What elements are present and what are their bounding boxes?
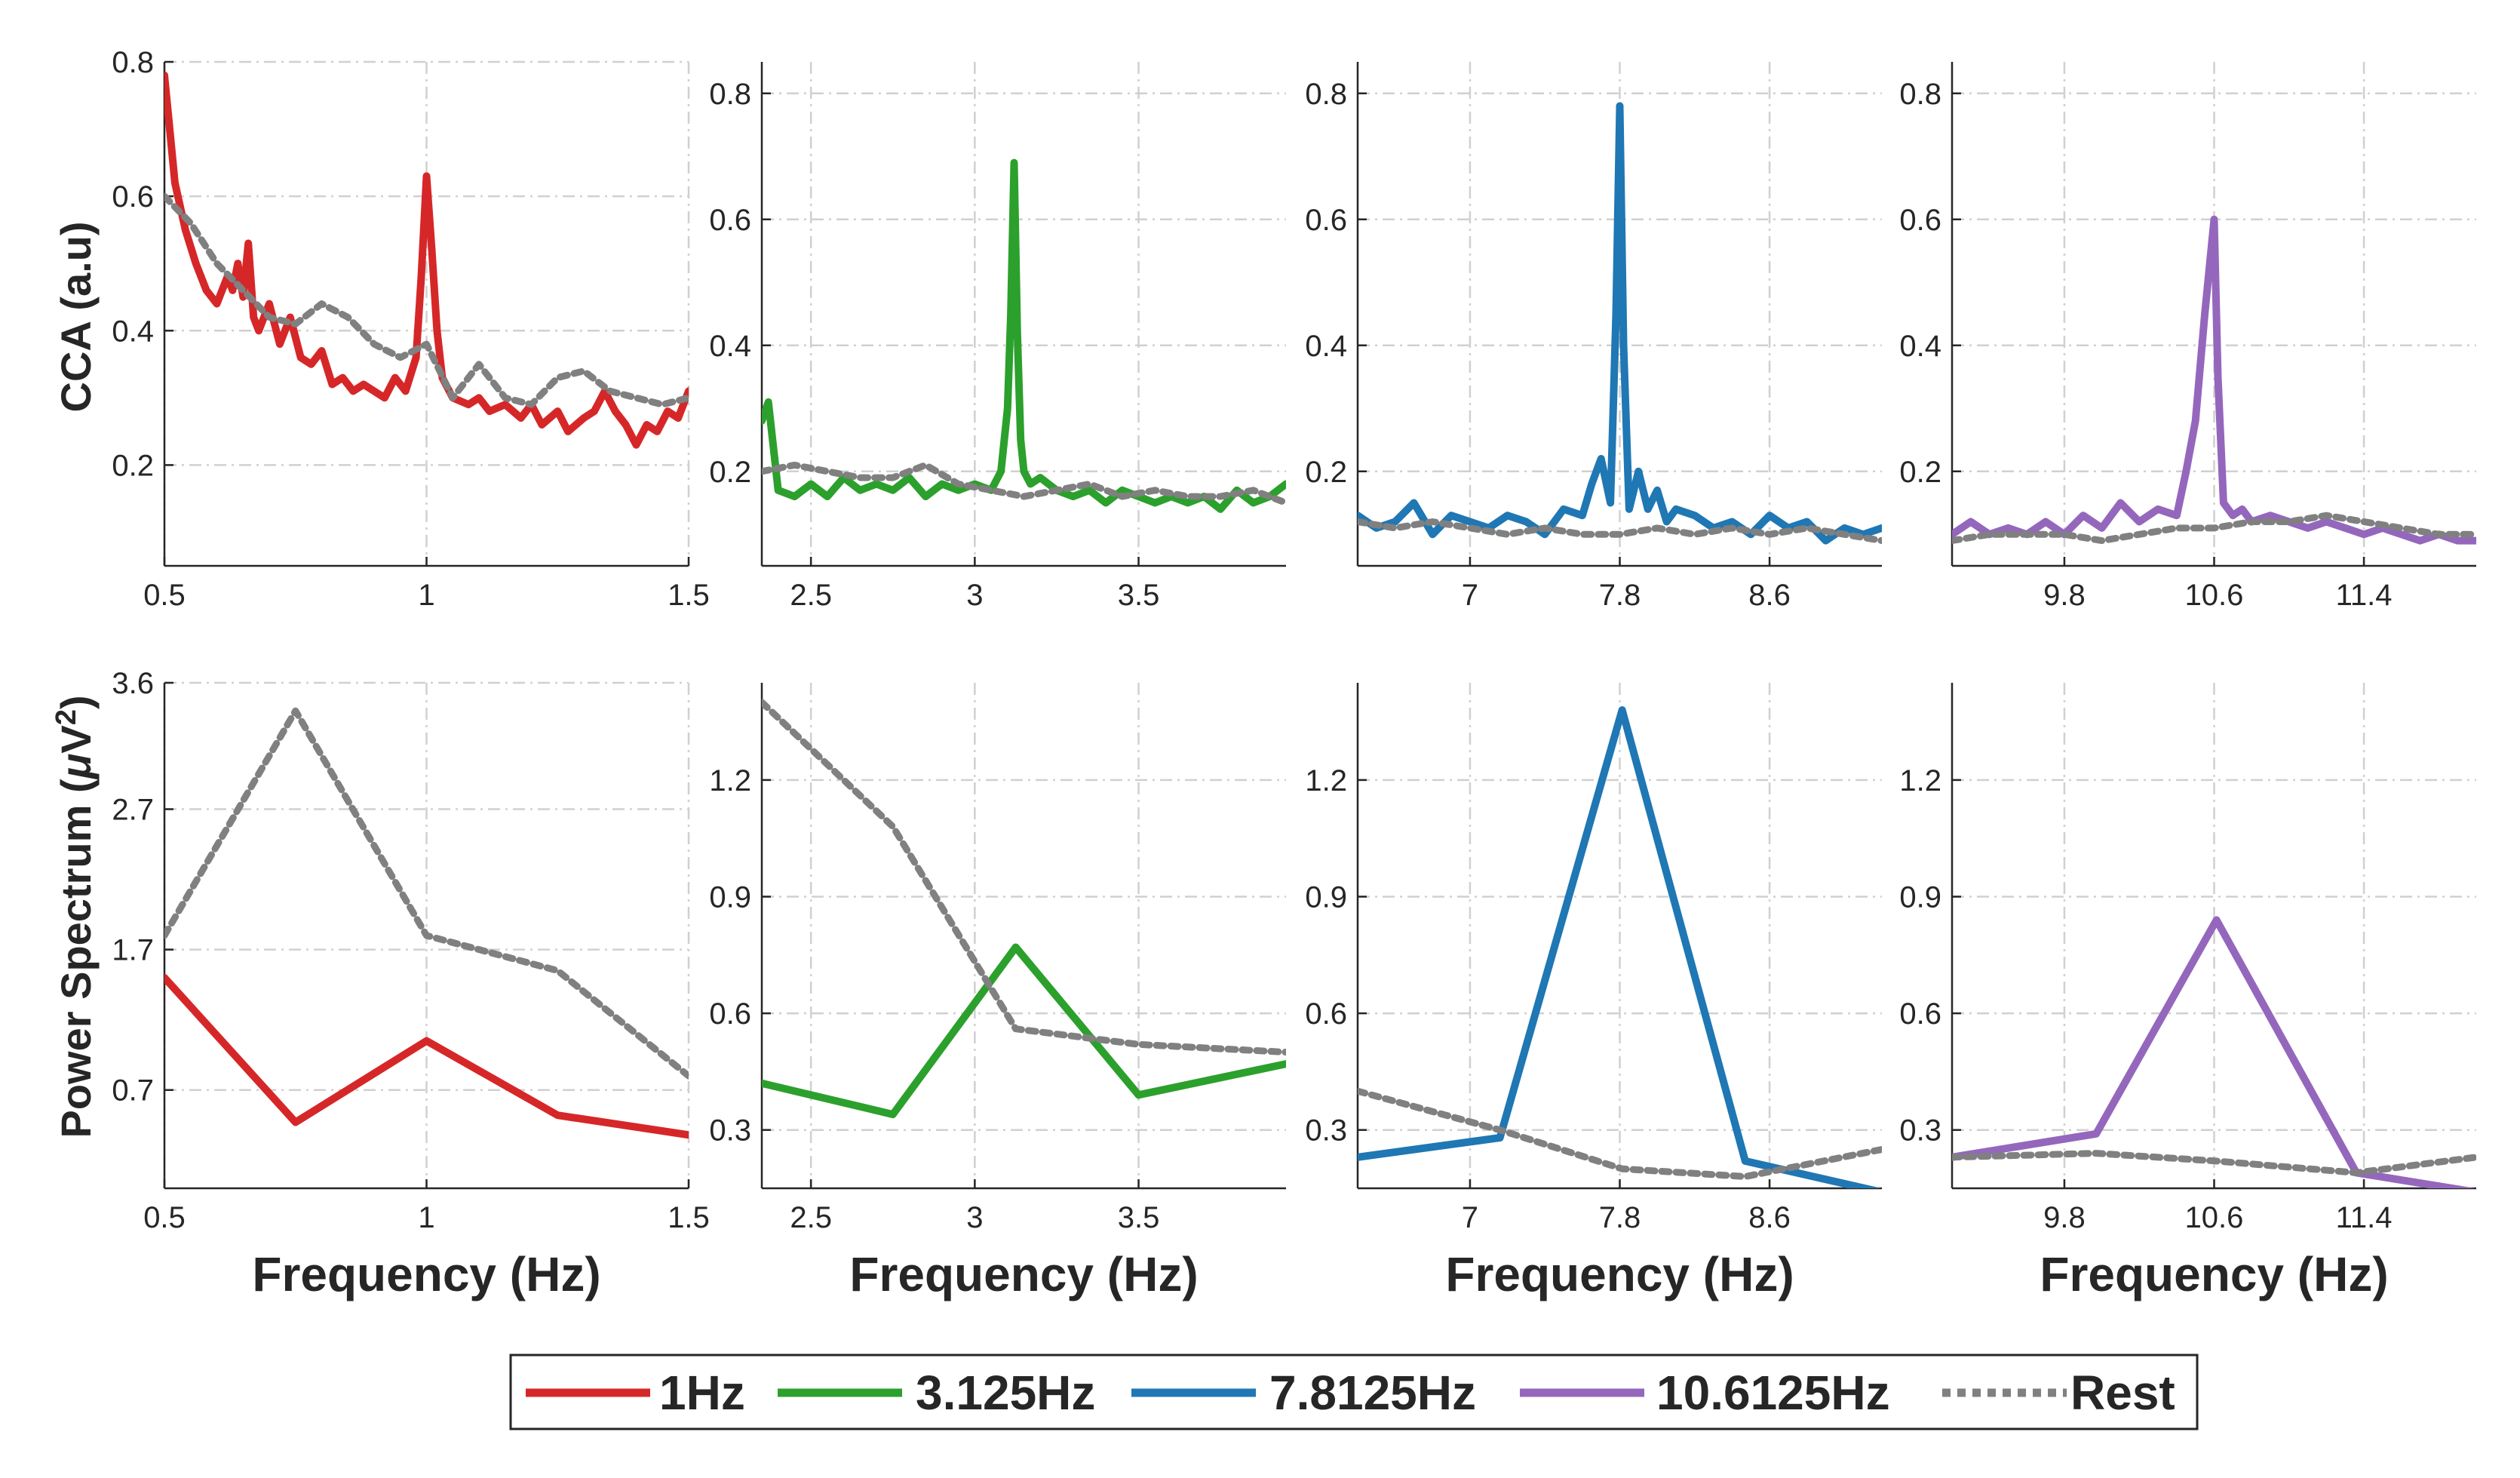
- y-tick-label: 0.4: [1305, 330, 1347, 363]
- y-tick-label: 0.4: [709, 330, 751, 363]
- panel-ps-4: 9.8 10.6 11.4 0.3 0.6 0.9 1.2 Frequency (Hz): [1899, 683, 2476, 1301]
- legend: 1Hz 3.125Hz 7.8125Hz 10.6125Hz Rest: [509, 1354, 2199, 1430]
- x-tick-label: 7: [1462, 1201, 1478, 1234]
- y-tick-label: 0.8: [709, 78, 751, 111]
- y-tick-label: 1.2: [1305, 764, 1347, 797]
- y-tick-label: 2.7: [112, 794, 154, 827]
- x-tick-label: 3.5: [1118, 579, 1160, 612]
- x-axis-label: Frequency (Hz): [1445, 1247, 1794, 1301]
- panel-ps-1: 0.5 1 1.5 0.7 1.7 2.7 3.6 Frequency (Hz): [112, 667, 709, 1301]
- ps-ylabel-sup: 2: [51, 709, 82, 725]
- ps-ylabel-close: ): [52, 695, 100, 709]
- x-tick-label: 3: [966, 579, 983, 612]
- y-tick-label: 0.3: [709, 1114, 751, 1148]
- series-line-rest: [1358, 518, 1882, 545]
- series-line-3-125hz: [762, 158, 1286, 513]
- panel-ps-2: 2.5 3 3.5 0.3 0.6 0.9 1.2 Frequency (Hz): [709, 683, 1286, 1301]
- y-tick-label: 0.4: [1899, 330, 1941, 363]
- y-tick-label: 0.6: [1899, 204, 1941, 237]
- series-line-rest: [762, 699, 1286, 1056]
- panels: 0.5 1 1.50.20.40.60.82.5 3 3.50.20.40.60.87 7…: [112, 46, 2476, 1301]
- ps-ylabel-main: Power Spectrum (: [52, 779, 100, 1138]
- series-line-rest: [1952, 1150, 2476, 1176]
- panel-cca-1: 0.5 1 1.5 0.2 0.4 0.6 0.8: [112, 46, 709, 612]
- y-tick-label: 1.2: [1899, 764, 1941, 797]
- y-tick-label: 0.9: [1899, 880, 1941, 914]
- x-tick-label: 9.8: [2043, 1201, 2086, 1234]
- series-line-7-8125hz: [1358, 102, 1882, 545]
- ps-ylabel-unit: V: [52, 725, 100, 753]
- legend-label-rest: Rest: [2070, 1366, 2175, 1420]
- x-axis-label: Frequency (Hz): [2040, 1247, 2388, 1301]
- series-line-rest: [164, 192, 689, 408]
- legend-label-3125hz: 3.125Hz: [916, 1366, 1095, 1420]
- series-line-1hz: [164, 71, 689, 449]
- x-tick-label: 10.6: [2185, 1201, 2244, 1234]
- y-tick-label: 0.7: [112, 1074, 154, 1108]
- series-line-3-125hz: [762, 943, 1286, 1119]
- y-tick-label: 0.6: [709, 997, 751, 1031]
- series-line-10-6125hz: [1952, 916, 2476, 1188]
- x-tick-label: 7: [1462, 579, 1478, 612]
- y-tick-label: 0.6: [1899, 997, 1941, 1031]
- panel-cca-2: 2.5 3 3.5 0.2 0.4 0.6 0.8: [709, 62, 1286, 612]
- panel-cca-3: 7 7.8 8.6 0.2 0.4 0.6 0.8: [1305, 62, 1882, 612]
- x-tick-label: 2.5: [790, 579, 832, 612]
- y-tick-label: 1.7: [112, 934, 154, 967]
- panel-ps-3: 7 7.8 8.6 0.3 0.6 0.9 1.2 Frequency (Hz): [1305, 683, 1882, 1301]
- y-tick-label: 0.8: [1305, 78, 1347, 111]
- series-line-1hz: [164, 973, 689, 1139]
- y-tick-label: 0.2: [709, 456, 751, 489]
- y-tick-label: 0.3: [1899, 1114, 1941, 1148]
- x-tick-label: 0.5: [143, 1201, 186, 1234]
- x-tick-label: 1: [418, 1201, 434, 1234]
- y-tick-label: 0.8: [1899, 78, 1941, 111]
- series-line-rest: [164, 707, 689, 1080]
- legend-label-106125hz: 10.6125Hz: [1656, 1366, 1890, 1420]
- y-tick-label: 0.9: [709, 880, 751, 914]
- y-tick-label: 0.2: [112, 449, 154, 482]
- series-line-10-6125hz: [1952, 215, 2476, 545]
- x-axis-label: Frequency (Hz): [252, 1247, 600, 1301]
- y-tick-label: 0.6: [709, 204, 751, 237]
- y-tick-label: 0.6: [1305, 204, 1347, 237]
- y-tick-label: 0.4: [112, 315, 154, 348]
- legend-label-78125hz: 7.8125Hz: [1269, 1366, 1476, 1420]
- x-tick-label: 7.8: [1599, 579, 1641, 612]
- x-tick-label: 7.8: [1599, 1201, 1641, 1234]
- power-spectrum-y-axis-label: Power Spectrum (μV2): [51, 695, 100, 1138]
- y-tick-label: 0.6: [112, 180, 154, 214]
- x-tick-label: 1: [418, 579, 434, 612]
- x-tick-label: 10.6: [2185, 579, 2244, 612]
- y-tick-label: 0.9: [1305, 880, 1347, 914]
- y-tick-label: 0.6: [1305, 997, 1347, 1031]
- x-tick-label: 1.5: [668, 1201, 710, 1234]
- x-tick-label: 1.5: [668, 579, 710, 612]
- legend-label-1hz: 1Hz: [659, 1366, 745, 1420]
- cca-y-axis-label: CCA (a.u): [52, 221, 100, 412]
- x-tick-label: 2.5: [790, 1201, 832, 1234]
- y-tick-label: 1.2: [709, 764, 751, 797]
- ps-ylabel-mu: μ: [52, 753, 100, 780]
- series-line-7-8125hz: [1358, 706, 1882, 1188]
- series-line-rest: [1952, 512, 2476, 545]
- y-tick-label: 0.8: [112, 46, 154, 79]
- x-tick-label: 0.5: [143, 579, 186, 612]
- x-tick-label: 8.6: [1748, 579, 1791, 612]
- series-line-rest: [762, 461, 1286, 506]
- y-tick-label: 0.3: [1305, 1114, 1347, 1148]
- y-tick-label: 0.2: [1899, 456, 1941, 489]
- x-tick-label: 11.4: [2336, 579, 2393, 612]
- x-tick-label: 11.4: [2336, 1201, 2393, 1234]
- y-tick-label: 3.6: [112, 667, 154, 700]
- x-axis-label: Frequency (Hz): [849, 1247, 1198, 1301]
- series-line-rest: [1358, 1087, 1882, 1180]
- x-tick-label: 3.5: [1118, 1201, 1160, 1234]
- x-tick-label: 9.8: [2043, 579, 2086, 612]
- x-tick-label: 8.6: [1748, 1201, 1791, 1234]
- panel-cca-4: 9.8 10.6 11.4 0.2 0.4 0.6 0.8: [1899, 62, 2476, 612]
- x-tick-label: 3: [966, 1201, 983, 1234]
- y-tick-label: 0.2: [1305, 456, 1347, 489]
